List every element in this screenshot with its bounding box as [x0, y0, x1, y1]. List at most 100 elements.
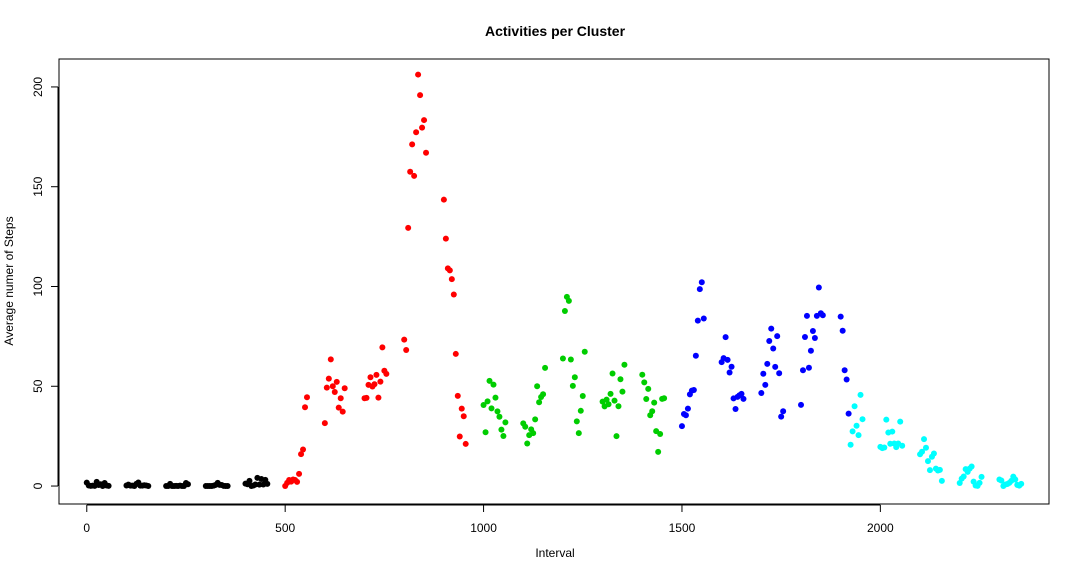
data-point: [847, 441, 854, 448]
data-point: [692, 352, 699, 359]
data-point: [738, 390, 745, 397]
data-point: [849, 428, 856, 435]
data-point: [694, 317, 701, 324]
data-point: [375, 394, 382, 401]
data-point: [837, 313, 844, 320]
data-point: [760, 370, 767, 377]
data-point: [684, 405, 691, 412]
data-point: [698, 279, 705, 286]
data-point: [559, 355, 566, 362]
data-point: [919, 448, 926, 455]
data-point: [540, 391, 547, 398]
data-point: [798, 401, 805, 408]
data-point: [294, 478, 301, 485]
data-point: [341, 385, 348, 392]
data-point: [373, 371, 380, 378]
data-point: [405, 224, 412, 231]
data-point: [105, 482, 112, 489]
data-point: [922, 444, 929, 451]
data-point: [603, 396, 610, 403]
y-tick-label: 50: [31, 379, 45, 393]
data-point: [696, 286, 703, 293]
data-point: [776, 370, 783, 377]
data-point: [302, 404, 309, 411]
data-point: [423, 149, 430, 156]
data-point: [363, 394, 370, 401]
x-tick-label: 1000: [470, 521, 497, 535]
data-point: [807, 347, 814, 354]
plot-frame: [58, 58, 1050, 505]
data-point: [530, 430, 537, 437]
data-point: [329, 383, 336, 390]
data-point: [442, 235, 449, 242]
data-point: [799, 367, 806, 374]
data-point: [657, 430, 664, 437]
data-point: [655, 448, 662, 455]
data-point: [855, 432, 862, 439]
data-point: [246, 477, 253, 484]
data-point: [488, 405, 495, 412]
x-tick-label: 2000: [867, 521, 894, 535]
data-point: [532, 416, 539, 423]
data-point: [724, 356, 731, 363]
data-point: [264, 480, 271, 487]
data-point: [645, 385, 652, 392]
data-point: [300, 446, 307, 453]
data-point: [809, 327, 816, 334]
data-point: [323, 384, 330, 391]
data-point: [803, 312, 810, 319]
data-point: [496, 413, 503, 420]
chart-title: Activities per Cluster: [485, 23, 626, 39]
data-point: [145, 483, 152, 490]
data-point: [502, 419, 509, 426]
data-point: [417, 92, 424, 99]
data-point: [450, 291, 457, 298]
data-point: [575, 430, 582, 437]
data-point: [845, 410, 852, 417]
data-point: [407, 168, 414, 175]
data-point: [768, 325, 775, 332]
data-point: [682, 412, 689, 419]
data-point: [774, 333, 781, 340]
data-points: [83, 71, 1025, 490]
data-point: [936, 466, 943, 473]
data-point: [889, 428, 896, 435]
data-point: [968, 463, 975, 470]
data-point: [605, 401, 612, 408]
data-point: [722, 334, 729, 341]
data-point: [577, 407, 584, 414]
data-point: [377, 378, 384, 385]
data-point: [883, 416, 890, 423]
y-axis-label: Average numer of Steps: [2, 216, 16, 345]
data-point: [298, 451, 305, 458]
data-point: [296, 470, 303, 477]
data-point: [805, 364, 812, 371]
data-point: [639, 371, 646, 378]
data-point: [561, 308, 568, 315]
data-point: [331, 389, 338, 396]
data-point: [609, 370, 616, 377]
data-point: [766, 337, 773, 344]
y-tick-label: 0: [31, 482, 45, 489]
data-point: [728, 363, 735, 370]
data-point: [383, 370, 390, 377]
data-point: [379, 344, 386, 351]
data-point: [998, 477, 1005, 484]
data-point: [534, 383, 541, 390]
data-point: [335, 404, 342, 411]
data-point: [415, 71, 422, 78]
data-point: [484, 398, 491, 405]
data-point: [881, 444, 888, 451]
data-point: [333, 378, 340, 385]
data-point: [930, 450, 937, 457]
data-point: [579, 393, 586, 400]
data-point: [762, 381, 769, 388]
data-point: [573, 418, 580, 425]
data-point: [421, 117, 428, 124]
data-point: [819, 312, 826, 319]
data-point: [978, 473, 985, 480]
data-point: [440, 196, 447, 203]
data-point: [411, 172, 418, 179]
data-point: [581, 348, 588, 355]
